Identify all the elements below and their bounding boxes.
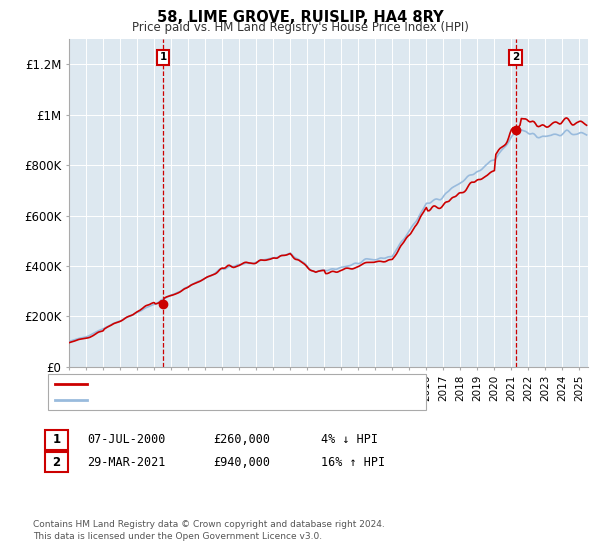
Text: 2: 2: [52, 455, 61, 469]
Text: 29-MAR-2021: 29-MAR-2021: [87, 455, 166, 469]
Text: £940,000: £940,000: [213, 455, 270, 469]
Text: 2: 2: [512, 52, 520, 62]
Text: 16% ↑ HPI: 16% ↑ HPI: [321, 455, 385, 469]
Text: Price paid vs. HM Land Registry's House Price Index (HPI): Price paid vs. HM Land Registry's House …: [131, 21, 469, 34]
Text: 58, LIME GROVE, RUISLIP, HA4 8RY: 58, LIME GROVE, RUISLIP, HA4 8RY: [157, 10, 443, 25]
Text: Contains HM Land Registry data © Crown copyright and database right 2024.
This d: Contains HM Land Registry data © Crown c…: [33, 520, 385, 541]
Text: 58, LIME GROVE, RUISLIP, HA4 8RY (detached house): 58, LIME GROVE, RUISLIP, HA4 8RY (detach…: [92, 379, 388, 389]
Text: 4% ↓ HPI: 4% ↓ HPI: [321, 433, 378, 446]
Text: HPI: Average price, detached house, Hillingdon: HPI: Average price, detached house, Hill…: [92, 395, 354, 405]
Text: 1: 1: [160, 52, 167, 62]
Text: £260,000: £260,000: [213, 433, 270, 446]
Text: 07-JUL-2000: 07-JUL-2000: [87, 433, 166, 446]
Text: 1: 1: [52, 433, 61, 446]
